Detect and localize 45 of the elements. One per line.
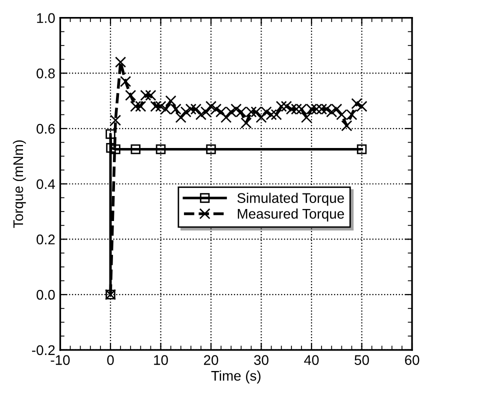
point xyxy=(165,95,176,106)
point xyxy=(114,56,126,68)
point xyxy=(351,98,362,110)
point xyxy=(145,90,156,101)
x-tick-label: 60 xyxy=(405,355,420,365)
point xyxy=(206,144,216,154)
point xyxy=(195,109,207,120)
point xyxy=(155,100,166,112)
legend-label: Measured Torque xyxy=(238,208,344,222)
y-tick-label: 0.8 xyxy=(36,68,55,78)
point xyxy=(185,104,196,115)
legend-label: Simulated Torque xyxy=(237,192,344,206)
point xyxy=(140,90,152,101)
x-tick-label: 10 xyxy=(154,355,168,365)
point xyxy=(240,117,252,129)
point xyxy=(300,112,312,124)
x-tick-label: 50 xyxy=(354,355,369,365)
y-tick-label: 0.6 xyxy=(36,124,55,134)
point xyxy=(125,90,136,101)
point xyxy=(341,120,352,132)
y-axis-title: Torque (mNm) xyxy=(12,140,26,228)
x-tick-label: 20 xyxy=(204,355,218,365)
point xyxy=(205,100,217,112)
point xyxy=(110,114,122,126)
x-tick-label: 30 xyxy=(254,355,268,365)
point xyxy=(356,100,368,112)
point xyxy=(175,112,186,124)
point xyxy=(130,100,142,112)
point xyxy=(230,104,242,115)
point xyxy=(110,144,120,154)
y-tick-label: 0.4 xyxy=(36,179,55,190)
point xyxy=(106,129,116,139)
x-tick-label: 40 xyxy=(304,355,319,365)
y-tick-label: 1.0 xyxy=(37,13,55,23)
y-tick-label: -0.2 xyxy=(32,345,55,356)
y-tick-label: 0.2 xyxy=(36,234,55,244)
point xyxy=(135,100,146,112)
point xyxy=(120,76,132,88)
y-tick-label: 0.0 xyxy=(36,290,55,300)
x-tick-label: -10 xyxy=(50,355,70,365)
point xyxy=(356,144,367,154)
x-axis-title: Time (s) xyxy=(211,370,260,384)
point xyxy=(130,144,140,154)
point xyxy=(156,144,166,154)
x-tick-label: 0 xyxy=(107,355,114,365)
